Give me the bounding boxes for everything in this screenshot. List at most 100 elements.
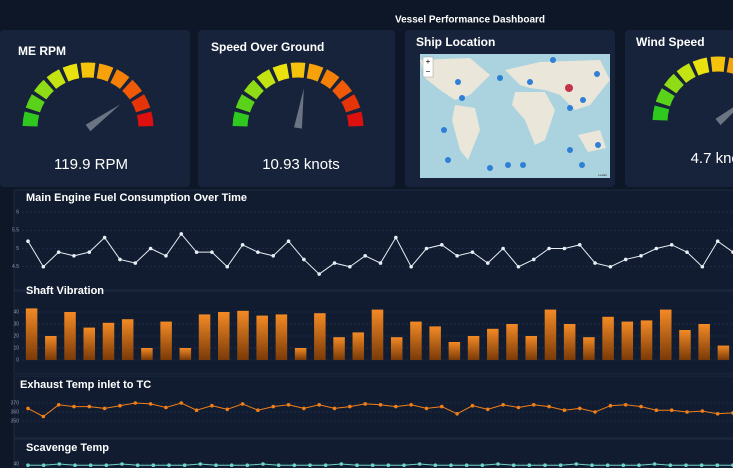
map-pin — [527, 79, 533, 85]
point — [286, 239, 291, 243]
point — [470, 403, 475, 408]
bar — [602, 316, 614, 360]
card — [198, 30, 395, 187]
point — [685, 410, 689, 414]
point — [593, 410, 597, 414]
gauge-segment — [726, 57, 733, 74]
map-pin — [550, 57, 556, 63]
point — [715, 239, 720, 243]
point — [684, 463, 688, 468]
point — [332, 261, 337, 265]
gauge-segment — [256, 69, 276, 89]
map-pin — [567, 147, 573, 153]
gauge-segment — [663, 73, 684, 94]
zoom-in[interactable]: + — [426, 57, 431, 66]
gauge-title: ME RPM — [18, 44, 66, 58]
point — [339, 462, 344, 466]
bar — [45, 336, 57, 360]
point — [639, 404, 643, 409]
point — [527, 463, 532, 468]
chart-panel — [13, 189, 733, 291]
point — [608, 264, 613, 269]
point — [623, 403, 628, 407]
map-pin — [595, 142, 601, 148]
point — [433, 463, 438, 468]
point — [72, 254, 76, 258]
point — [637, 463, 641, 468]
map-pin-selected[interactable] — [565, 84, 573, 92]
gauge-segment — [62, 63, 80, 82]
point — [654, 408, 659, 413]
point — [470, 250, 475, 254]
point — [167, 463, 171, 468]
point — [417, 462, 422, 466]
gauge-needle — [294, 88, 304, 129]
point — [574, 462, 579, 466]
bar — [352, 332, 365, 360]
gauge-needle — [715, 107, 733, 126]
point — [605, 463, 610, 468]
point — [276, 463, 281, 468]
point — [256, 408, 260, 413]
gauge-segment — [346, 111, 364, 127]
point — [323, 463, 328, 468]
point — [652, 462, 657, 466]
bar — [717, 345, 730, 360]
map-pin — [487, 165, 493, 171]
y-tick-label: 5.5 — [12, 228, 19, 234]
point — [485, 407, 490, 412]
point — [245, 463, 250, 468]
bar — [256, 315, 268, 360]
y-tick-label: 360 — [11, 409, 20, 415]
gauge-value: 4.7 knots — [691, 150, 733, 167]
y-tick-label: 4.5 — [12, 264, 19, 270]
bar — [429, 326, 441, 360]
map-pin — [445, 157, 451, 163]
point — [516, 264, 521, 269]
bar — [121, 319, 134, 360]
point — [179, 232, 184, 236]
map-pin — [567, 105, 573, 111]
gauge-value: 10.93 knots — [262, 156, 340, 173]
point — [348, 404, 352, 409]
point — [182, 463, 187, 468]
point — [240, 243, 245, 247]
map-pin — [520, 162, 526, 168]
map-attribution[interactable]: Leaflet — [598, 173, 607, 177]
point — [133, 261, 138, 265]
bar — [25, 308, 38, 360]
point — [685, 250, 689, 254]
zoom-out[interactable]: − — [426, 67, 431, 76]
bar — [659, 309, 672, 360]
bar — [448, 342, 461, 360]
chart-panel — [13, 375, 733, 439]
point — [194, 250, 199, 254]
bar — [198, 314, 211, 360]
point — [261, 462, 265, 466]
chart-title: Scavenge Temp — [26, 442, 109, 454]
y-tick-label: 20 — [13, 333, 19, 339]
point — [256, 250, 260, 254]
point — [102, 235, 107, 240]
point — [240, 402, 245, 406]
point — [455, 412, 459, 416]
point — [133, 401, 138, 405]
bar — [679, 330, 691, 360]
point — [669, 243, 674, 247]
map-title: Ship Location — [416, 35, 495, 49]
point — [348, 264, 352, 269]
gauge-segment — [243, 79, 264, 100]
bar — [698, 324, 710, 360]
gauge-segment — [122, 79, 143, 100]
bar — [314, 313, 326, 360]
point — [148, 246, 153, 251]
map-pin — [441, 127, 447, 133]
point — [317, 403, 321, 407]
point — [699, 463, 704, 468]
map-pin — [497, 75, 503, 81]
point — [210, 250, 214, 254]
gauge-value: 119.9 RPM — [54, 156, 128, 173]
point — [639, 254, 643, 258]
point — [409, 403, 413, 407]
